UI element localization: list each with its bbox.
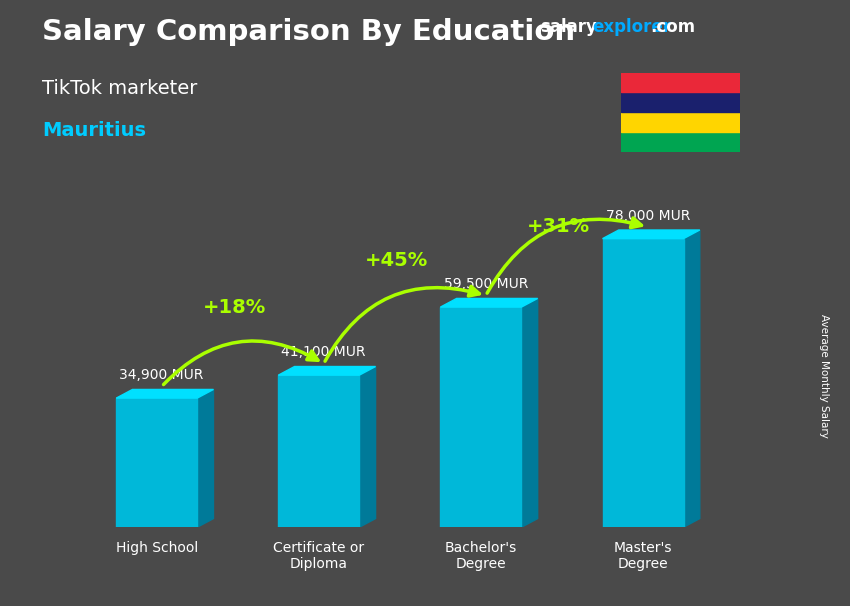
Text: Mauritius: Mauritius: [42, 121, 146, 140]
Bar: [116, 398, 197, 527]
Bar: [620, 132, 740, 152]
Bar: [620, 112, 740, 132]
Bar: [278, 375, 360, 527]
Text: 78,000 MUR: 78,000 MUR: [606, 209, 690, 223]
Polygon shape: [683, 230, 700, 527]
Bar: [620, 73, 740, 92]
Bar: [440, 307, 521, 527]
Text: Salary Comparison By Education: Salary Comparison By Education: [42, 18, 575, 46]
Polygon shape: [197, 390, 213, 527]
Polygon shape: [116, 390, 213, 398]
Text: +18%: +18%: [203, 298, 266, 316]
Text: TikTok marketer: TikTok marketer: [42, 79, 198, 98]
Text: 59,500 MUR: 59,500 MUR: [444, 277, 528, 291]
Bar: [603, 239, 683, 527]
Text: Average Monthly Salary: Average Monthly Salary: [819, 314, 829, 438]
Polygon shape: [521, 298, 538, 527]
Text: 34,900 MUR: 34,900 MUR: [120, 368, 204, 382]
Text: +45%: +45%: [365, 251, 428, 270]
Text: .com: .com: [650, 18, 695, 36]
Polygon shape: [360, 367, 376, 527]
Polygon shape: [278, 367, 376, 375]
Text: salary: salary: [540, 18, 597, 36]
Polygon shape: [603, 230, 700, 239]
Bar: [620, 92, 740, 112]
Text: +31%: +31%: [527, 217, 590, 236]
Text: 41,100 MUR: 41,100 MUR: [281, 345, 366, 359]
Text: explorer: explorer: [592, 18, 672, 36]
Polygon shape: [440, 298, 538, 307]
